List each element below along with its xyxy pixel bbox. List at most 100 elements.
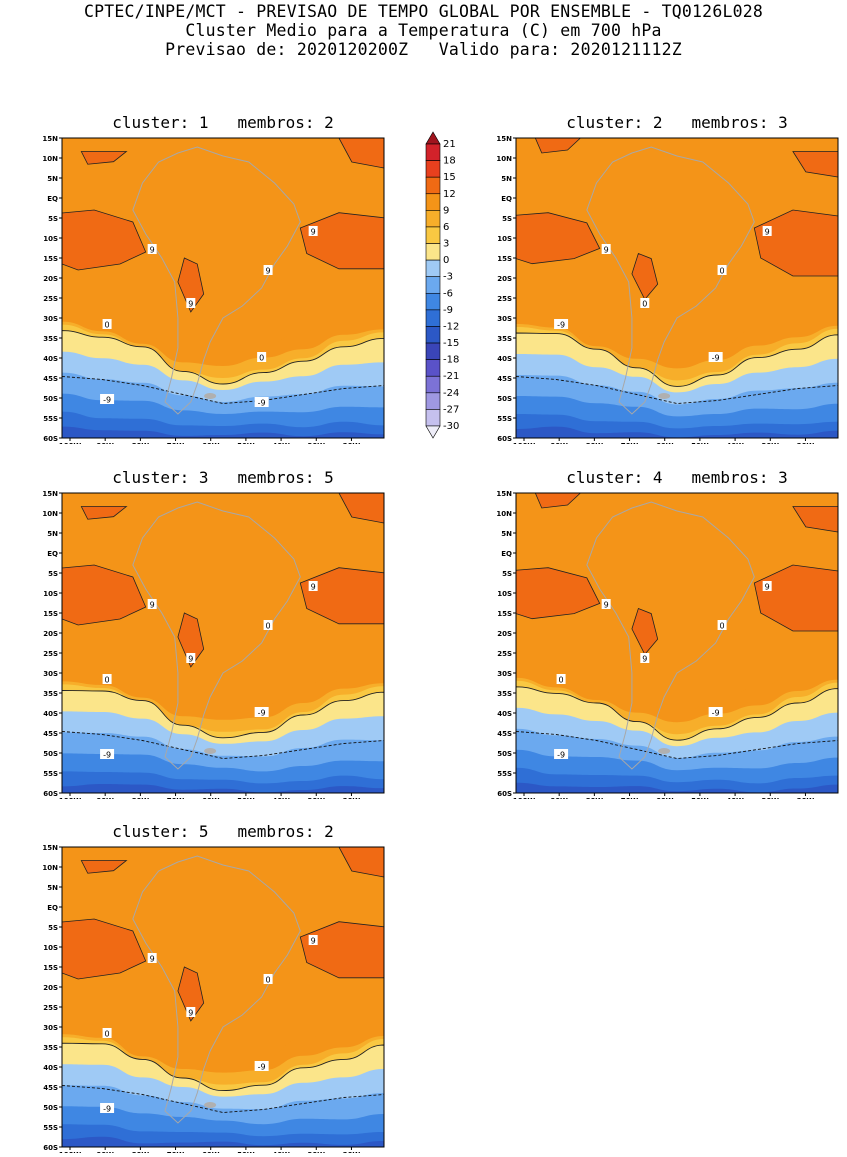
lon-tick-label: 60W [202, 442, 220, 444]
panel-title-2: cluster: 2 membros: 3 [566, 113, 788, 132]
svg-text:-9: -9 [103, 396, 111, 405]
lat-tick-label: 15N [42, 135, 58, 143]
panel-title-3: cluster: 3 membros: 5 [112, 468, 334, 487]
colorbar-label: -6 [443, 288, 453, 299]
lat-tick-label: 55S [497, 770, 512, 778]
colorbar-label: -30 [443, 421, 459, 432]
lon-tick-label: 60W [202, 1151, 220, 1153]
lat-tick-label: 15N [496, 135, 512, 143]
svg-text:9: 9 [150, 601, 155, 610]
colorbar-label: 12 [443, 189, 456, 200]
lat-tick-label: EQ [47, 195, 58, 203]
lon-tick-label: 40W [272, 1151, 290, 1153]
temperature-band [62, 1124, 384, 1147]
lat-tick-label: 50S [43, 1104, 58, 1112]
svg-text:0: 0 [105, 321, 110, 330]
contour-label: 9 [147, 953, 157, 964]
lat-tick-label: 15S [497, 610, 512, 618]
lat-tick-label: 5S [502, 570, 512, 578]
warm-region [515, 567, 601, 620]
lon-tick-label: 100W [59, 442, 82, 444]
contour-label: -9 [554, 749, 569, 760]
colorbar-label: 3 [443, 239, 449, 250]
contour-minus9 [61, 1085, 385, 1113]
lat-tick-label: 55S [43, 1124, 58, 1132]
colorbar-swatch [425, 243, 441, 261]
lat-tick-label: 20S [497, 630, 512, 638]
lon-tick-label: 20W [343, 797, 361, 799]
contour-label: 0 [640, 298, 650, 309]
colorbar-label: 18 [443, 156, 456, 167]
contour-label: 0 [717, 620, 727, 631]
lon-tick-label: 100W [513, 797, 536, 799]
colorbar-swatch [425, 226, 441, 244]
panel-title-1: cluster: 1 membros: 2 [112, 113, 334, 132]
lat-tick-label: 10N [42, 510, 58, 518]
lon-tick-label: 90W [96, 1151, 114, 1153]
lat-tick-label: 5N [47, 884, 58, 892]
island [204, 748, 217, 754]
svg-text:9: 9 [311, 228, 316, 237]
svg-text:0: 0 [720, 267, 725, 276]
svg-text:-9: -9 [258, 1063, 266, 1072]
lat-tick-label: 5N [501, 175, 512, 183]
colorbar-label: -27 [443, 404, 459, 415]
warm-region [177, 257, 205, 313]
colorbar-swatch [425, 259, 441, 278]
lat-tick-label: 45S [43, 730, 58, 738]
lat-tick-label: 30S [43, 1024, 58, 1032]
contour-label: 9 [762, 226, 772, 237]
lon-tick-label: 70W [167, 1151, 185, 1153]
lat-tick-label: 60S [497, 790, 512, 798]
svg-text:-9: -9 [557, 321, 565, 330]
lat-tick-label: 20S [43, 630, 58, 638]
contour-label: -9 [100, 1103, 115, 1114]
svg-text:9: 9 [765, 583, 770, 592]
lat-tick-label: 5N [47, 530, 58, 538]
svg-text:-9: -9 [712, 354, 720, 363]
map-panel-5: 9 9 9 0 0 -9 -9 15N 10N 5N EQ 5S 10S 15S 20S 25S 30S 35S 4… [42, 844, 385, 1153]
colorbar-swatch [425, 160, 441, 178]
colorbar-label: 9 [443, 205, 449, 216]
contour-label: 0 [102, 674, 112, 685]
svg-text:9: 9 [311, 937, 316, 946]
contour-label: -9 [708, 352, 723, 363]
contour-label: 0 [263, 974, 273, 985]
warm-region [177, 612, 205, 668]
lat-tick-label: 40S [497, 355, 512, 363]
lon-tick-label: 100W [59, 1151, 82, 1153]
colorbar-label: 15 [443, 172, 456, 183]
svg-text:9: 9 [642, 655, 647, 664]
lat-tick-label: 50S [497, 395, 512, 403]
contour-label: 9 [762, 581, 772, 592]
contour-label: 0 [257, 352, 267, 363]
panel-title-4: cluster: 4 membros: 3 [566, 468, 788, 487]
map-panel-4: 9 9 9 0 0 -9 -9 15N 10N 5N EQ 5S 10S 15S 20S 25S 30S 35S 4… [496, 490, 839, 799]
lat-tick-label: 60S [43, 1144, 58, 1152]
lat-tick-label: 15S [43, 964, 58, 972]
contour-label: 0 [556, 674, 566, 685]
warm-region [61, 209, 147, 271]
lat-tick-label: 30S [43, 315, 58, 323]
lat-tick-label: 10N [496, 510, 512, 518]
svg-text:-9: -9 [258, 709, 266, 718]
lat-tick-label: 60S [43, 435, 58, 443]
contour-label: -9 [254, 1061, 269, 1072]
lon-tick-label: 50W [691, 442, 709, 444]
lat-tick-label: 45S [43, 375, 58, 383]
svg-text:9: 9 [765, 228, 770, 237]
lat-tick-label: 55S [497, 415, 512, 423]
lat-tick-label: 50S [43, 750, 58, 758]
lon-tick-label: 70W [167, 442, 185, 444]
colorbar-label: -3 [443, 272, 453, 283]
colorbar-swatch [425, 326, 441, 344]
lat-tick-label: 15S [43, 610, 58, 618]
lat-tick-label: 5N [501, 530, 512, 538]
lon-tick-label: 80W [132, 442, 150, 444]
contour-label: 9 [186, 1007, 196, 1018]
lat-tick-label: 15N [42, 490, 58, 498]
lat-tick-label: 15S [497, 255, 512, 263]
svg-text:0: 0 [266, 622, 271, 631]
contour-label: 9 [147, 599, 157, 610]
svg-text:9: 9 [150, 246, 155, 255]
